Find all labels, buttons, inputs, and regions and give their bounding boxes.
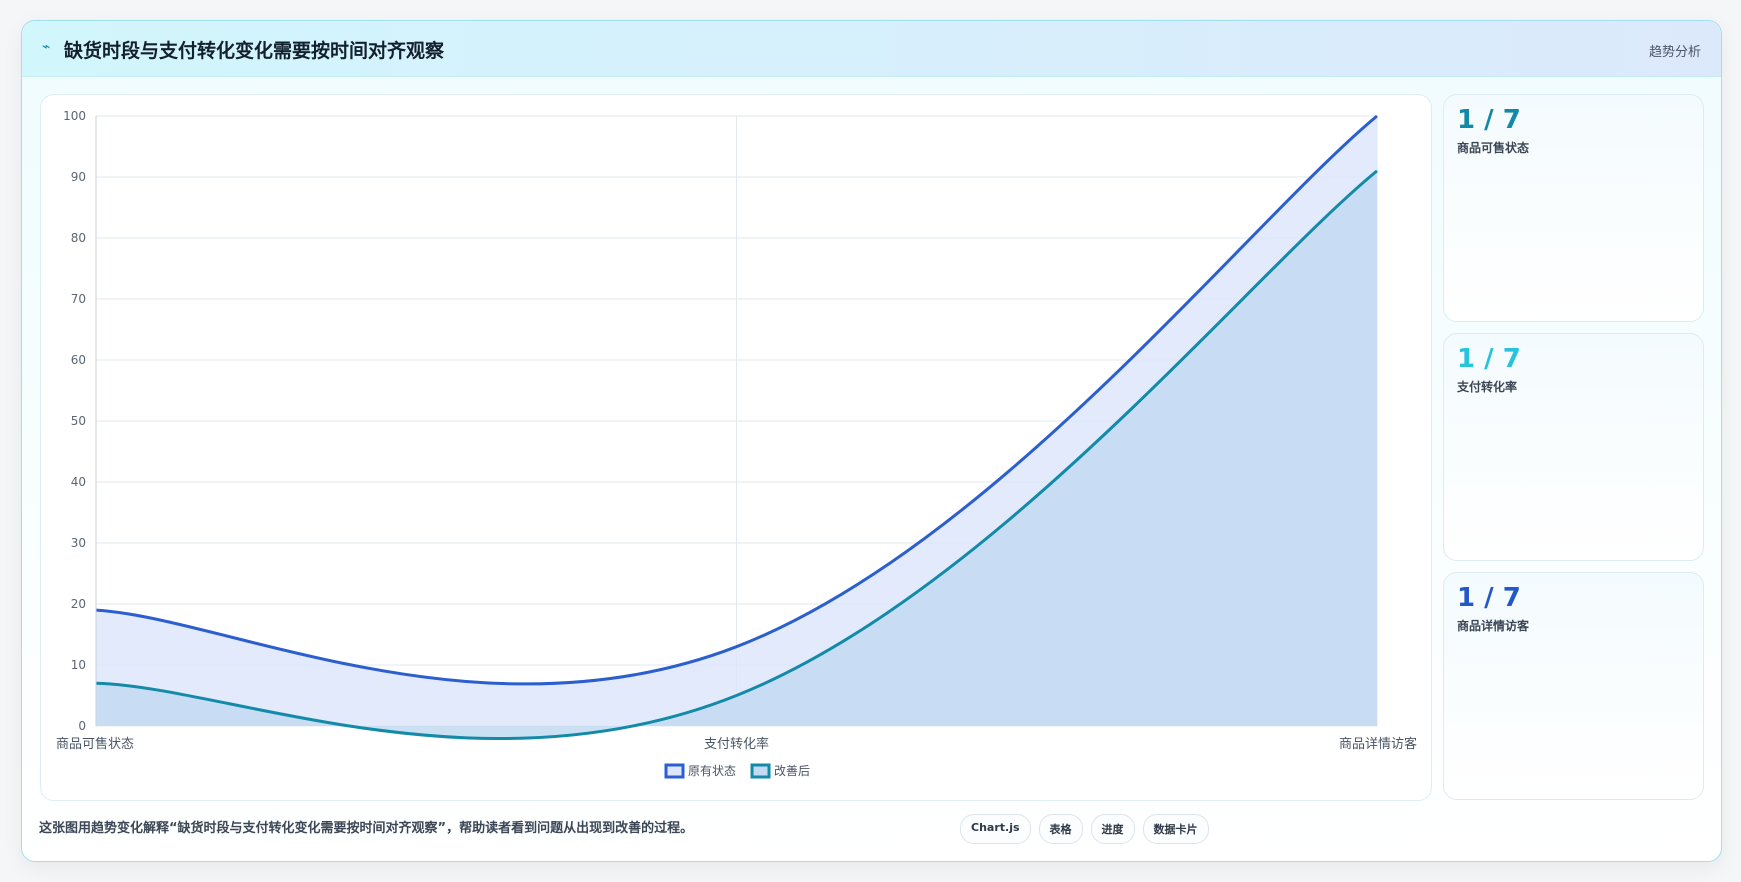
header: ⌁ 缺货时段与支付转化变化需要按时间对齐观察 趋势分析 <box>22 21 1721 77</box>
header-icon: ⌁ <box>42 39 51 55</box>
toolbar-button[interactable]: 表格 <box>1038 814 1083 844</box>
x-tick-label: 商品可售状态 <box>56 736 134 752</box>
y-tick-label: 90 <box>71 170 86 184</box>
x-tick-label: 商品详情访客 <box>1339 736 1417 752</box>
y-tick-label: 100 <box>63 109 86 123</box>
area-line <box>95 114 1378 686</box>
stat-value: 1 / 7 <box>1457 583 1521 613</box>
legend-swatch <box>750 763 771 779</box>
legend-label: 改善后 <box>774 763 810 778</box>
toolbar-button[interactable]: 数据卡片 <box>1142 814 1209 844</box>
chart-card: 0 10 20 30 40 50 60 70 80 90 100 商品可售状态 支付转化率 商品详情访客原… <box>40 94 1432 801</box>
stat-card: 1 / 7 商品可售状态 <box>1443 94 1704 322</box>
stat-label: 商品可售状态 <box>1457 141 1530 155</box>
y-tick-label: 50 <box>71 414 86 428</box>
header-title: 缺货时段与支付转化变化需要按时间对齐观察 <box>64 40 445 62</box>
stat-card: 1 / 7 商品详情访客 <box>1443 572 1704 800</box>
toolbar-button[interactable]: 进度 <box>1090 814 1135 844</box>
area-fill <box>96 170 1377 739</box>
y-tick-label: 10 <box>71 658 86 672</box>
area-line <box>95 169 1378 740</box>
y-tick-label: 60 <box>71 353 86 367</box>
stat-label: 商品详情访客 <box>1457 619 1530 633</box>
y-tick-label: 0 <box>78 719 86 733</box>
stat-value: 1 / 7 <box>1457 344 1521 374</box>
y-tick-label: 40 <box>71 475 86 489</box>
y-tick-label: 30 <box>71 536 86 550</box>
stat-label: 支付转化率 <box>1457 380 1518 394</box>
header-tag: 趋势分析 <box>1648 45 1701 60</box>
y-tick-label: 20 <box>71 597 86 611</box>
x-tick-label: 支付转化率 <box>704 736 769 752</box>
chart: 0 10 20 30 40 50 60 70 80 90 100 商品可售状态 支付转化率 商品详情访客原… <box>56 109 1417 779</box>
toolbar-button[interactable]: Chart.js <box>960 814 1031 844</box>
buttons: Chart.js 表格 进度 数据卡片 <box>960 814 1209 844</box>
y-tick-label: 80 <box>71 231 86 245</box>
legend-swatch <box>664 763 685 779</box>
stat-card: 1 / 7 支付转化率 <box>1443 333 1704 561</box>
footer-text: 这张图用趋势变化解释“缺货时段与支付转化变化需要按时间对齐观察”，帮助读者看到问… <box>39 821 694 836</box>
stat-value: 1 / 7 <box>1457 105 1521 135</box>
panel: ⌁ 缺货时段与支付转化变化需要按时间对齐观察 趋势分析 0 10 20 30 40 50 6… <box>21 20 1722 862</box>
y-tick-label: 70 <box>71 292 86 306</box>
legend-label: 原有状态 <box>688 764 736 778</box>
